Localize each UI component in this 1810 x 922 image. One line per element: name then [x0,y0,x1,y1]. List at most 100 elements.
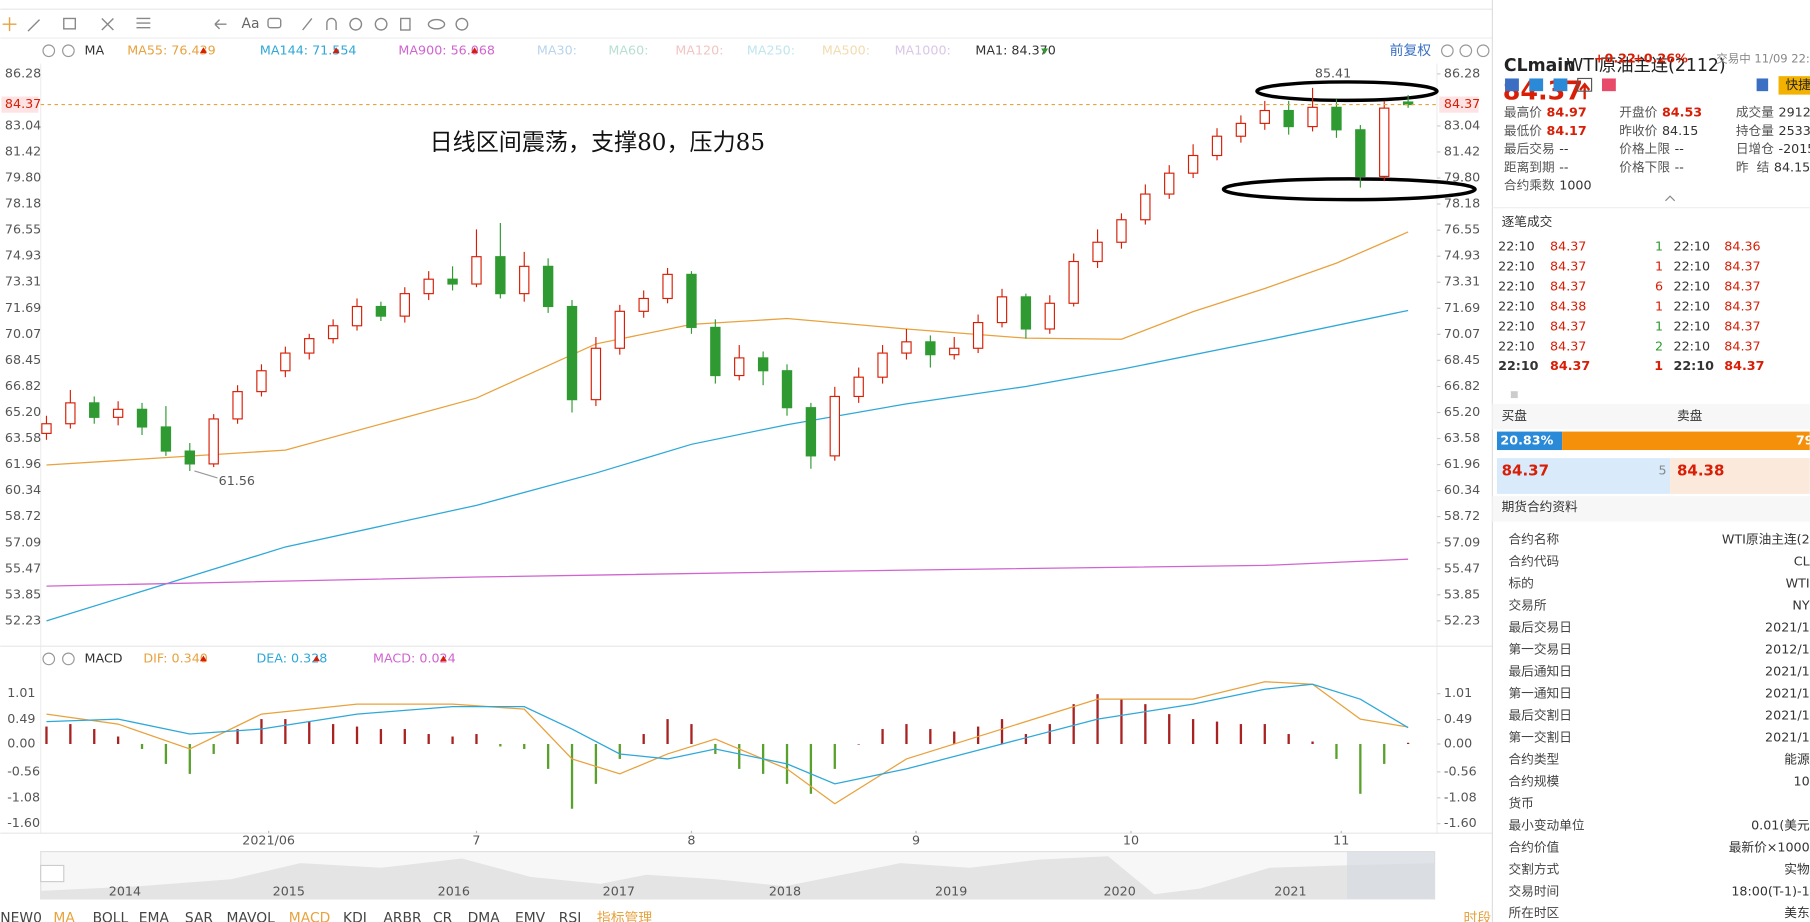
y-tick-label: 74.93 [5,248,41,263]
stat-value: 84.15 [1662,123,1698,138]
y-tick-label: -1.08 [7,789,40,804]
legend-item-inactive: MA30: [537,42,577,57]
candle-body [1235,122,1247,137]
bell-icon[interactable] [1756,78,1769,92]
period-tab[interactable]: 时段 [1464,911,1492,922]
favorite-icon[interactable] [1601,78,1616,92]
settings-icon[interactable] [455,17,469,31]
arrow-icon[interactable] [214,19,227,30]
eye-icon[interactable] [427,18,446,30]
candle-body [256,370,267,393]
zoom-icon[interactable] [1441,44,1454,58]
candle-body [901,341,912,354]
stat-label: 日增仓 [1736,141,1774,156]
indicator-tab[interactable]: KDJ [343,911,367,922]
navigator-window[interactable] [1346,851,1435,899]
candle-body [1331,106,1342,131]
trade-price: 84.37 [1550,338,1586,353]
candle-body [112,408,124,418]
indicator-tab[interactable]: CR [433,911,453,922]
last-price-box [1439,96,1479,113]
indicator-tab[interactable]: MACD [289,911,330,922]
indicator-tab[interactable]: SAR [185,911,213,922]
navigator-handle[interactable] [40,864,65,883]
fib-icon[interactable] [101,17,114,31]
trade-volume: 1 [1654,358,1663,373]
settings-icon[interactable] [42,652,56,666]
trade-price: 84.37 [1724,338,1760,353]
line-icon[interactable] [27,19,41,32]
indicator-tab[interactable]: EMV [515,911,546,922]
y-tick-label-right: 63.58 [1444,430,1480,445]
y-tick-label: 73.31 [5,274,41,289]
lock-icon[interactable] [374,17,388,31]
stat-value: -- [1675,159,1684,174]
zoom-out-icon[interactable] [1459,44,1473,58]
status: 交易中 11/09 22:10 [1716,51,1810,65]
collapse-icon[interactable] [1665,195,1676,202]
icon[interactable] [1529,78,1544,92]
quick-label[interactable]: 快捷 [1785,77,1810,92]
indicator-tab[interactable]: EMA [139,911,170,922]
macd-bar [905,724,908,744]
stat-value: -- [1675,141,1684,156]
cross-icon[interactable] [2,17,17,32]
candle-body [471,256,482,285]
legend-item-inactive: MA250: [747,42,795,57]
indicator-tab[interactable]: DMA [468,911,501,922]
indicator-tab[interactable]: RSI [559,911,581,922]
rect-icon[interactable] [63,17,77,30]
y-tick-label-right: 73.31 [1444,274,1480,289]
note-icon[interactable] [267,17,282,29]
sync-icon[interactable] [349,17,363,31]
macd-bar [1072,704,1075,744]
indicator-tab[interactable]: ARBR [383,911,422,922]
candle-body [184,450,195,465]
channel-icon[interactable] [136,17,151,29]
magnet-icon[interactable] [326,17,337,31]
settings-icon[interactable] [42,44,56,58]
macd-bar [93,729,96,744]
y-tick-label: 83.04 [5,117,41,132]
legend-item: MACD: 0.024 [373,650,456,665]
stat-value: 84.53 [1662,105,1702,120]
macd-bar [236,729,239,744]
adjust-button[interactable]: 前复权 [1390,42,1432,59]
indicator-tab[interactable]: BOLL [93,911,129,922]
trade-price: 84.37 [1724,318,1760,333]
info-label: 合约名称 [1509,532,1560,547]
stat-value: 29121 [1779,105,1810,120]
year-label: 2021 [1274,883,1306,898]
icon[interactable] [1577,77,1593,92]
pen-icon[interactable] [302,18,313,31]
y-tick-label-right: 58.72 [1444,508,1480,523]
trade-price: 84.37 [1724,278,1760,293]
close-icon[interactable] [62,652,75,666]
y-tick-label-right: 55.47 [1444,560,1480,575]
trade-time: 22:10 [1674,258,1711,273]
macd-bar [523,743,526,749]
candle-body [781,370,793,409]
font-button[interactable]: Aa [241,16,259,32]
close-icon[interactable] [62,44,75,58]
quick-button[interactable] [1778,76,1810,95]
candle-body [996,296,1008,324]
stat-value: -- [1559,141,1568,156]
indicator-tab[interactable]: MAVOL [226,911,275,922]
zoom-in-icon[interactable] [1476,44,1490,58]
trade-price: 84.37 [1724,258,1760,273]
icon[interactable] [1553,78,1568,92]
indicator-name[interactable]: MA [85,42,105,57]
candle-body [853,376,864,398]
indicator-tab[interactable]: 指标管理 [597,911,652,922]
trash-icon[interactable] [400,17,411,31]
trade-price: 84.37 [1724,358,1764,373]
info-label: 第一通知日 [1509,685,1572,700]
indicator-tab[interactable]: NEW0 [0,911,42,922]
info-value: 能源 [1784,751,1810,766]
x-tick-label: 9 [912,833,920,848]
macd-bar [929,729,932,744]
indicator-name[interactable]: MACD [85,650,123,665]
flag-icon[interactable] [1505,78,1519,92]
indicator-tab[interactable]: MA [53,911,75,922]
